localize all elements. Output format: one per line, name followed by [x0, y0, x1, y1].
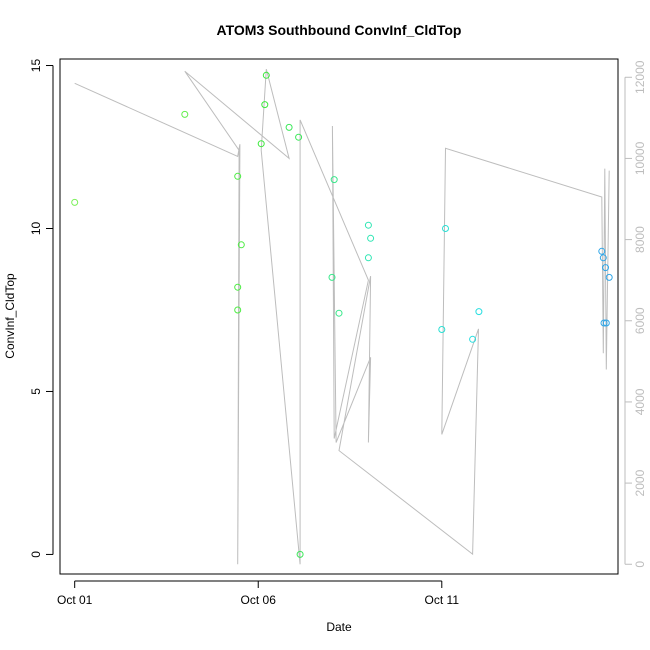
scatter-point — [330, 176, 338, 184]
scatter-point — [234, 283, 242, 291]
y-tick-label-right: 6000 — [633, 307, 647, 334]
y-tick-label-right: 10000 — [633, 141, 647, 175]
scatter-point — [262, 71, 270, 79]
y-tick-label-right: 2000 — [633, 469, 647, 496]
scatter-point — [600, 319, 608, 327]
y-tick-label-left: 0 — [29, 551, 43, 558]
scatter-point — [234, 172, 242, 180]
y-tick-label-left: 15 — [29, 59, 43, 73]
scatter-point — [296, 550, 304, 558]
y-tick-label-right: 8000 — [633, 226, 647, 253]
y-tick-label-right: 0 — [633, 561, 647, 568]
line-series-path — [74, 68, 610, 565]
y-axis-right: 0 2000 4000 6000 8000 10000 12000 — [624, 60, 647, 568]
scatter-point — [234, 306, 242, 314]
x-tick-label: Oct 06 — [241, 593, 277, 607]
scatter-point — [71, 198, 79, 206]
x-axis-label: Date — [326, 620, 352, 634]
y-axis-label: ConvInf_CldTop — [3, 273, 17, 359]
plot-frame — [59, 58, 619, 575]
x-tick-label: Oct 01 — [57, 593, 93, 607]
x-tick-label: Oct 11 — [425, 593, 460, 607]
scatter-point — [438, 326, 446, 333]
scatter-point — [599, 254, 607, 262]
y-tick-label-right: 12000 — [633, 60, 647, 94]
scatter-point — [335, 309, 343, 317]
scatter-point — [328, 273, 336, 281]
scatter-point — [475, 308, 483, 316]
scatter-point — [295, 133, 303, 141]
scatter-point — [257, 140, 265, 148]
scatter-point — [605, 273, 613, 281]
line-series-layer — [74, 68, 610, 565]
scatter-point — [602, 264, 609, 272]
x-axis: Oct 01 Oct 06 Oct 11 — [57, 580, 460, 607]
chart-title: ATOM3 Southbound ConvInf_CldTop — [217, 22, 462, 38]
scatter-point — [181, 110, 189, 118]
scatter-point — [364, 254, 372, 262]
scatter-point — [602, 319, 610, 327]
scatter-point — [598, 247, 606, 255]
scatter-series-layer — [71, 71, 613, 558]
scatter-point — [367, 234, 375, 242]
y-axis-left: 0 5 10 15 — [29, 59, 54, 558]
scatter-point — [469, 335, 477, 343]
scatter-point — [364, 221, 372, 229]
scatter-point — [261, 101, 269, 109]
y-tick-label-left: 5 — [29, 388, 43, 395]
y-tick-label-right: 4000 — [633, 388, 647, 415]
scatter-point — [237, 241, 245, 249]
scatter-point — [285, 123, 293, 131]
y-tick-label-left: 10 — [29, 221, 43, 235]
scatter-point — [442, 225, 449, 232]
